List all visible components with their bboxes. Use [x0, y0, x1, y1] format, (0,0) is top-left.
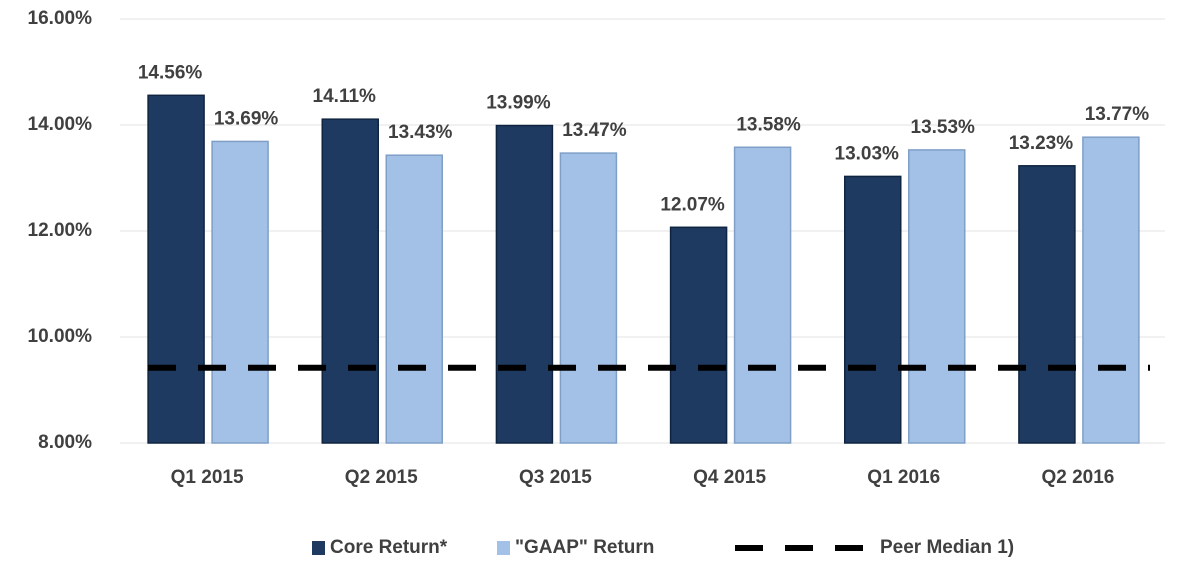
legend-swatch [312, 541, 325, 555]
x-tick-label: Q1 2016 [867, 467, 940, 488]
legend-label: "GAAP" Return [515, 537, 654, 558]
y-tick-label: 8.00% [38, 432, 92, 453]
x-tick-label: Q2 2015 [345, 467, 418, 488]
x-tick-label: Q4 2015 [693, 467, 766, 488]
value-label: 12.07% [660, 194, 725, 215]
value-label: 13.77% [1085, 104, 1150, 125]
x-tick-label: Q3 2015 [519, 467, 592, 488]
bar [1082, 136, 1140, 444]
y-tick-label: 14.00% [28, 114, 93, 135]
y-tick-label: 10.00% [28, 326, 93, 347]
bar [559, 152, 618, 444]
y-tick-label: 16.00% [28, 8, 93, 29]
value-label: 13.47% [562, 120, 627, 141]
bar [321, 118, 379, 444]
bar [733, 146, 792, 444]
bar [385, 154, 443, 444]
bar [495, 124, 554, 444]
y-tick-label: 12.00% [28, 220, 93, 241]
value-label: 14.11% [313, 86, 376, 107]
legend-label: Core Return* [330, 537, 448, 558]
value-label: 13.03% [835, 143, 900, 164]
bar [844, 175, 902, 444]
x-tick-label: Q2 2016 [1041, 467, 1114, 488]
value-label: 13.53% [911, 117, 976, 138]
value-label: 14.56% [138, 62, 203, 83]
bar [908, 149, 966, 444]
value-label: 13.99% [486, 93, 551, 114]
bar [1018, 165, 1076, 444]
bar [669, 226, 728, 444]
bar [147, 94, 205, 444]
x-tick-label: Q1 2015 [171, 467, 244, 488]
legend-label: Peer Median 1) [880, 537, 1014, 558]
value-label: 13.58% [736, 114, 801, 135]
value-label: 13.43% [388, 122, 453, 143]
bar [211, 140, 269, 444]
value-label: 13.23% [1009, 133, 1074, 154]
value-label: 13.69% [214, 108, 279, 129]
legend-swatch [497, 541, 510, 555]
